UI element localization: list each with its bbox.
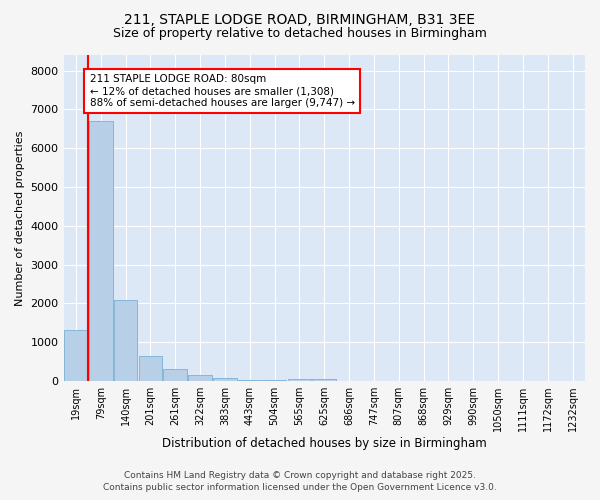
Bar xyxy=(89,121,113,381)
Bar xyxy=(163,368,187,381)
Text: 211, STAPLE LODGE ROAD, BIRMINGHAM, B31 3EE: 211, STAPLE LODGE ROAD, BIRMINGHAM, B31 … xyxy=(125,12,476,26)
Bar xyxy=(139,356,162,381)
Bar xyxy=(313,379,336,381)
Bar xyxy=(213,378,237,381)
Bar xyxy=(188,376,212,381)
Bar xyxy=(238,380,262,381)
Bar xyxy=(287,379,311,381)
Y-axis label: Number of detached properties: Number of detached properties xyxy=(15,130,25,306)
Bar xyxy=(263,380,286,381)
Text: Size of property relative to detached houses in Birmingham: Size of property relative to detached ho… xyxy=(113,28,487,40)
Text: 211 STAPLE LODGE ROAD: 80sqm
← 12% of detached houses are smaller (1,308)
88% of: 211 STAPLE LODGE ROAD: 80sqm ← 12% of de… xyxy=(89,74,355,108)
X-axis label: Distribution of detached houses by size in Birmingham: Distribution of detached houses by size … xyxy=(162,437,487,450)
Bar xyxy=(64,330,88,381)
Text: Contains HM Land Registry data © Crown copyright and database right 2025.
Contai: Contains HM Land Registry data © Crown c… xyxy=(103,471,497,492)
Bar xyxy=(114,300,137,381)
